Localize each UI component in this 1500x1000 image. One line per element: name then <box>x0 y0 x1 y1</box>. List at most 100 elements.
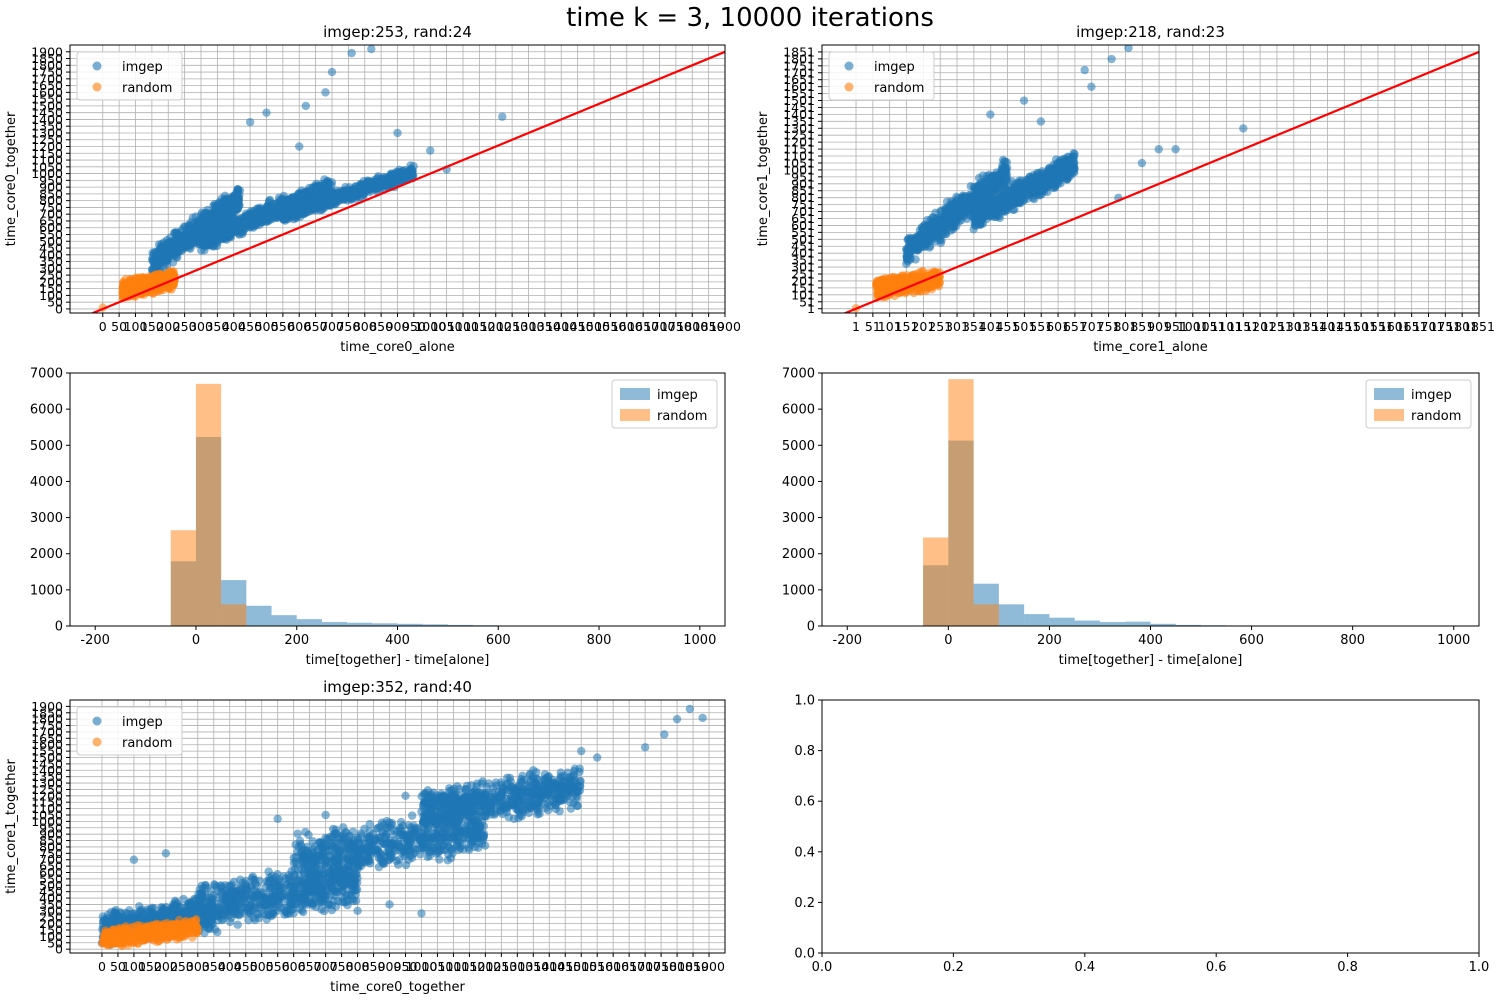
x-tick-label: 701 <box>1080 319 1104 334</box>
point-imgep <box>927 232 937 242</box>
point-imgep <box>341 187 350 196</box>
point-imgep <box>262 108 271 117</box>
x-tick-label: 1550 <box>594 319 626 334</box>
y-tick-label: 6000 <box>30 403 63 418</box>
y-tick-label: 1101 <box>783 149 815 164</box>
point-imgep <box>426 146 435 155</box>
legend-box <box>828 51 935 101</box>
point-imgep <box>221 227 230 237</box>
x-tick-label: 300 <box>189 319 213 334</box>
y-tick-label: 1700 <box>31 71 63 86</box>
point-imgep <box>1053 158 1062 168</box>
x-tick-label: 400 <box>1138 633 1163 648</box>
series-random <box>923 379 999 626</box>
x-tick-label: 1501 <box>1345 319 1377 334</box>
legend-marker-imgep <box>92 61 102 71</box>
point-imgep <box>1080 65 1089 75</box>
bar-imgep <box>271 615 297 626</box>
x-tick-label: 501 <box>1012 319 1036 334</box>
x-axis-label: time_core0_alone <box>340 340 455 355</box>
y-tick-label: 5000 <box>30 439 63 454</box>
point-imgep <box>393 128 402 138</box>
point-imgep <box>1070 164 1079 173</box>
bar-random <box>923 537 949 626</box>
bar-imgep <box>998 604 1025 626</box>
y-tick-label: 250 <box>39 268 63 283</box>
legend-label-imgep: imgep <box>1411 388 1452 403</box>
x-tick-label: 550 <box>271 319 295 334</box>
y-tick-label: 1551 <box>783 86 815 101</box>
y-tick-label: 150 <box>39 281 63 296</box>
y-tick-label: 1501 <box>783 93 815 108</box>
point-imgep <box>386 169 396 178</box>
y-axis-label: time_core0_together <box>4 111 19 246</box>
point-imgep <box>1031 172 1041 181</box>
bar-imgep <box>1175 624 1202 626</box>
legend-label-random: random <box>874 81 924 96</box>
x-tick-label: 1151 <box>1227 319 1259 334</box>
y-tick-label: 700 <box>39 207 63 222</box>
x-tick-label: 1001 <box>1177 319 1209 334</box>
point-imgep <box>1014 179 1024 188</box>
chart-title: imgep:253, rand:24 <box>323 23 472 41</box>
legend-label-imgep: imgep <box>874 60 915 75</box>
y-tick-label: 1000 <box>30 583 63 598</box>
y-tick-label: 1 <box>807 301 815 316</box>
y-tick-label: 1900 <box>31 44 63 59</box>
point-imgep <box>1107 54 1116 64</box>
x-tick-label: 500 <box>255 319 279 334</box>
x-tick-label: 301 <box>945 319 969 334</box>
point-imgep <box>1124 45 1133 53</box>
point-imgep <box>1000 169 1010 178</box>
point-imgep <box>986 110 995 119</box>
x-tick-label: 600 <box>287 319 311 334</box>
y-tick-label: 1601 <box>783 79 815 94</box>
y-tick-label: 7000 <box>30 367 63 382</box>
x-tick-label: -200 <box>80 633 110 648</box>
bar-imgep <box>1150 623 1176 626</box>
y-tick-label: 300 <box>39 261 63 276</box>
point-imgep <box>934 231 943 240</box>
x-tick-label: 250 <box>173 319 197 334</box>
x-tick-label: 800 <box>587 633 612 648</box>
bar-imgep <box>1024 614 1050 626</box>
x-tick-label: -200 <box>833 633 863 648</box>
point-imgep <box>248 212 258 222</box>
x-tick-label: 1351 <box>1295 319 1327 334</box>
y-tick-label: 301 <box>791 260 815 275</box>
point-imgep <box>905 245 914 254</box>
point-imgep <box>986 195 996 204</box>
point-imgep <box>946 197 956 206</box>
point-imgep <box>1036 184 1045 193</box>
x-tick-label: 0 <box>192 633 200 648</box>
point-imgep <box>168 237 178 247</box>
y-tick-label: 1050 <box>31 159 63 174</box>
point-imgep <box>263 211 272 221</box>
legend-swatch-random <box>620 409 650 421</box>
y-tick-label: 750 <box>39 200 63 215</box>
y-tick-label: 650 <box>39 213 63 228</box>
point-imgep <box>199 231 208 240</box>
point-imgep <box>150 247 160 257</box>
x-tick-label: 800 <box>353 319 377 334</box>
y-tick-label: 601 <box>791 218 815 233</box>
point-imgep <box>923 238 932 248</box>
y-tick-label: 1450 <box>31 105 63 120</box>
x-tick-label: 351 <box>962 319 986 334</box>
x-tick-label: 1300 <box>513 319 545 334</box>
x-tick-label: 200 <box>284 633 309 648</box>
y-tick-label: 950 <box>39 173 63 188</box>
point-imgep <box>941 208 950 217</box>
y-tick-label: 1350 <box>31 119 63 134</box>
point-imgep <box>965 194 975 203</box>
y-tick-label: 900 <box>39 180 63 195</box>
y-tick-label: 851 <box>791 183 815 198</box>
x-tick-label: 1900 <box>709 319 741 334</box>
point-imgep <box>1051 166 1060 175</box>
point-imgep <box>1068 152 1078 162</box>
point-imgep <box>1005 195 1014 205</box>
x-tick-label: 50 <box>111 319 127 334</box>
point-imgep <box>295 142 304 151</box>
bar-imgep <box>422 624 448 626</box>
point-imgep <box>913 236 922 245</box>
